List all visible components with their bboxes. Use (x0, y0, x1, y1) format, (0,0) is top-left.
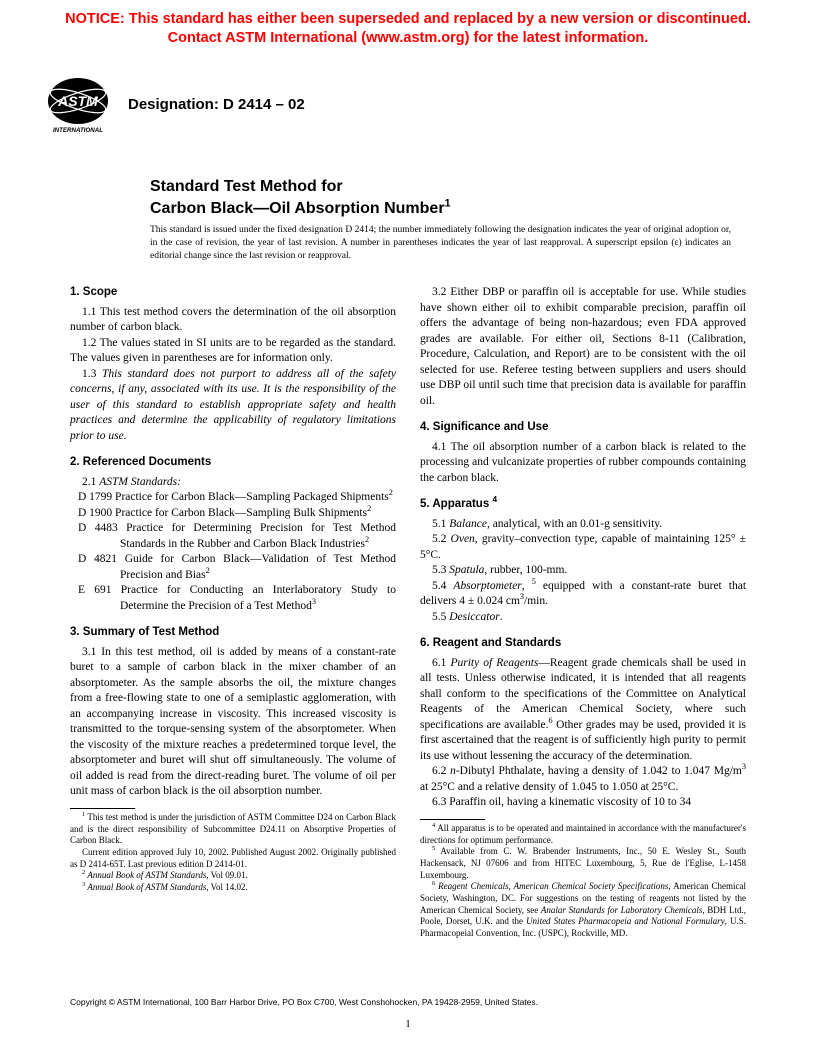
fn2: 2 Annual Book of ASTM Standards, Vol 09.… (70, 870, 396, 882)
fn6: 6 Reagent Chemicals, American Chemical S… (420, 881, 746, 939)
sec5-p2: 5.2 Oven, gravity–convection type, capab… (420, 532, 746, 563)
sec3-head: 3. Summary of Test Method (70, 625, 396, 641)
notice-line2: Contact ASTM International (www.astm.org… (168, 30, 649, 46)
header-row: ASTM INTERNATIONAL Designation: D 2414 –… (46, 76, 305, 134)
footnote-rule-left (70, 808, 135, 809)
fn1b: Current edition approved July 10, 2002. … (70, 847, 396, 870)
sec2-head: 2. Referenced Documents (70, 455, 396, 471)
sec1-p2: 1.2 The values stated in SI units are to… (70, 336, 396, 367)
svg-text:INTERNATIONAL: INTERNATIONAL (53, 127, 103, 134)
sec2-r3: D 4483 Practice for Determining Precisio… (70, 521, 396, 552)
sec1-p1: 1.1 This test method covers the determin… (70, 305, 396, 336)
sec5-p4: 5.4 Absorptometer, 5 equipped with a con… (420, 579, 746, 610)
sec1-head: 1. Scope (70, 285, 396, 301)
fn4: 4 All apparatus is to be operated and ma… (420, 823, 746, 846)
page-number: 1 (0, 1017, 816, 1032)
sec1-p3: 1.3 This standard does not purport to ad… (70, 367, 396, 445)
sec2-r1: D 1799 Practice for Carbon Black—Samplin… (70, 490, 396, 506)
sec5-head: 5. Apparatus 4 (420, 497, 746, 513)
sec2-p1: 2.1 ASTM Standards: (70, 475, 396, 491)
fn3: 3 Annual Book of ASTM Standards, Vol 14.… (70, 882, 396, 894)
footnote-rule-right (420, 819, 485, 820)
sec2-r2: D 1900 Practice for Carbon Black—Samplin… (70, 506, 396, 522)
fn5: 5 Available from C. W. Brabender Instrum… (420, 846, 746, 881)
sec2-r4: D 4821 Guide for Carbon Black—Validation… (70, 552, 396, 583)
title-line1: Standard Test Method for (150, 176, 731, 198)
sec6-p3: 6.3 Paraffin oil, having a kinematic vis… (420, 795, 746, 811)
svg-text:ASTM: ASTM (57, 93, 98, 109)
sec3-p1: 3.1 In this test method, oil is added by… (70, 645, 396, 800)
sec6-p2: 6.2 n-Dibutyl Phthalate, having a densit… (420, 764, 746, 795)
sec5-p1: 5.1 Balance, analytical, with an 0.01-g … (420, 517, 746, 533)
fn1: 1 This test method is under the jurisdic… (70, 812, 396, 847)
sec2-r5: E 691 Practice for Conducting an Interla… (70, 583, 396, 614)
notice-line1: NOTICE: This standard has either been su… (65, 11, 751, 27)
sec5-p5: 5.5 Desiccator. (420, 610, 746, 626)
notice-banner: NOTICE: This standard has either been su… (0, 10, 816, 48)
body-columns: 1. Scope 1.1 This test method covers the… (70, 285, 746, 976)
copyright: Copyright © ASTM International, 100 Barr… (70, 997, 746, 1008)
sec3-p2: 3.2 Either DBP or paraffin oil is accept… (420, 285, 746, 409)
sec4-head: 4. Significance and Use (420, 420, 746, 436)
sec5-p3: 5.3 Spatula, rubber, 100-mm. (420, 563, 746, 579)
issuance-note: This standard is issued under the fixed … (150, 224, 731, 262)
sec4-p1: 4.1 The oil absorption number of a carbo… (420, 440, 746, 487)
sec6-p1: 6.1 Purity of Reagents—Reagent grade che… (420, 656, 746, 765)
title-line2: Carbon Black—Oil Absorption Number1 (150, 198, 731, 220)
designation: Designation: D 2414 – 02 (128, 95, 305, 115)
sec6-head: 6. Reagent and Standards (420, 636, 746, 652)
title-block: Standard Test Method for Carbon Black—Oi… (150, 176, 731, 219)
astm-logo: ASTM INTERNATIONAL (46, 76, 110, 134)
